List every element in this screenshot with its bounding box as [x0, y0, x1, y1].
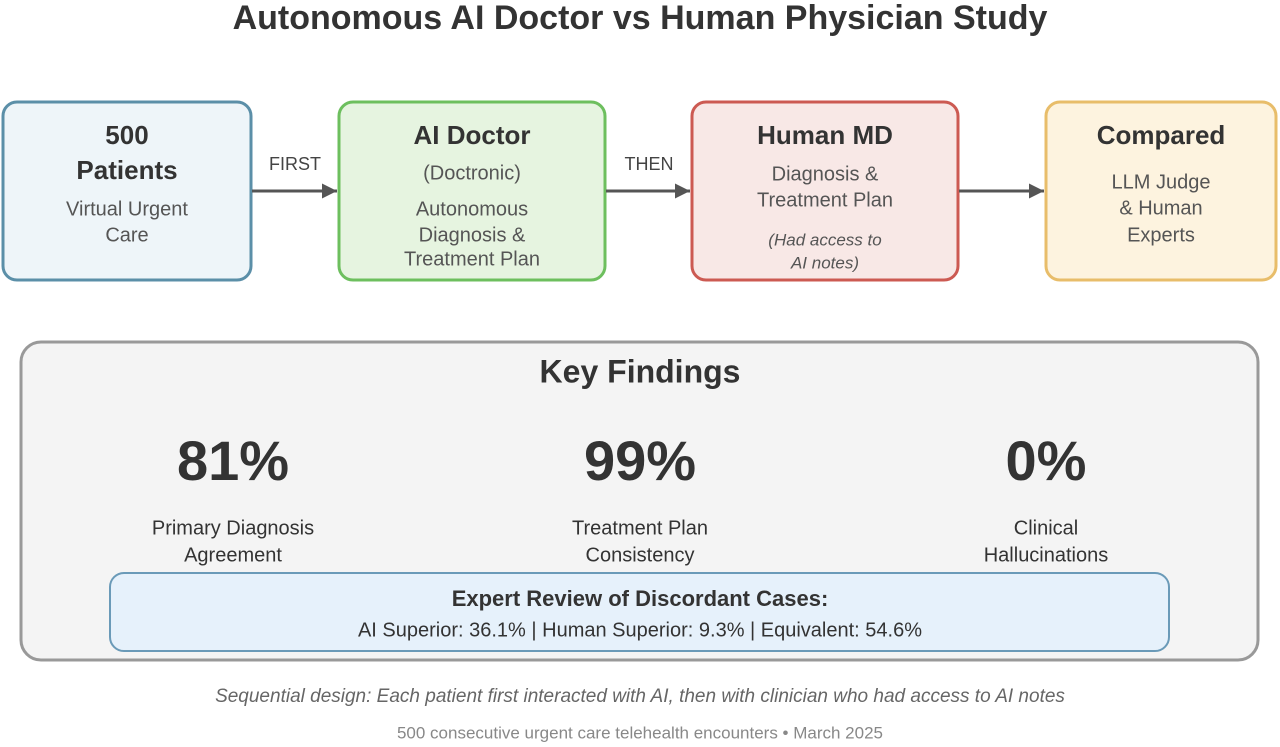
- node-text: Autonomous: [416, 198, 528, 220]
- node-title: Patients: [76, 155, 177, 185]
- findings-title: Key Findings: [540, 353, 741, 389]
- node-text: Diagnosis &: [772, 163, 879, 185]
- node-text: Virtual Urgent: [66, 198, 188, 220]
- node-box: [690, 100, 960, 282]
- stat-label: Clinical: [1014, 517, 1078, 539]
- node-box: [337, 100, 607, 282]
- node-text: Care: [105, 224, 148, 246]
- review-title: Expert Review of Discordant Cases:: [452, 586, 829, 611]
- title: Autonomous AI Doctor vs Human Physician …: [233, 0, 1048, 37]
- stat-value: 81%: [177, 429, 289, 492]
- stat-label: Treatment Plan: [572, 517, 708, 539]
- node-text: Treatment Plan: [757, 189, 893, 211]
- node-text: Experts: [1127, 224, 1195, 246]
- review-box: [109, 572, 1170, 652]
- stat-label: Hallucinations: [984, 544, 1109, 566]
- node-title: AI Doctor: [414, 120, 531, 150]
- node-text: & Human: [1119, 197, 1202, 219]
- node-title: Human MD: [757, 120, 893, 150]
- review-text: AI Superior: 36.1% | Human Superior: 9.3…: [358, 619, 922, 641]
- footer: 500 consecutive urgent care telehealth e…: [397, 723, 883, 742]
- node-box: [1044, 100, 1278, 282]
- node-text: Diagnosis &: [419, 224, 526, 246]
- footnote: Sequential design: Each patient first in…: [215, 686, 1065, 707]
- node-text: Treatment Plan: [404, 248, 540, 270]
- node-title: Compared: [1097, 120, 1226, 150]
- edge-label: FIRST: [269, 154, 321, 174]
- edge-label: THEN: [625, 154, 674, 174]
- node-note: (Had access to: [768, 230, 881, 249]
- node-text: LLM Judge: [1112, 171, 1211, 193]
- stat-value: 0%: [1006, 429, 1087, 492]
- stat-label: Agreement: [184, 544, 282, 566]
- node-title: 500: [105, 120, 148, 150]
- node-text: (Doctronic): [423, 162, 521, 184]
- node-note: AI notes): [790, 253, 859, 272]
- stat-label: Primary Diagnosis: [152, 517, 314, 539]
- node-box: [1, 100, 253, 282]
- stat-value: 99%: [584, 429, 696, 492]
- stat-label: Consistency: [586, 544, 695, 566]
